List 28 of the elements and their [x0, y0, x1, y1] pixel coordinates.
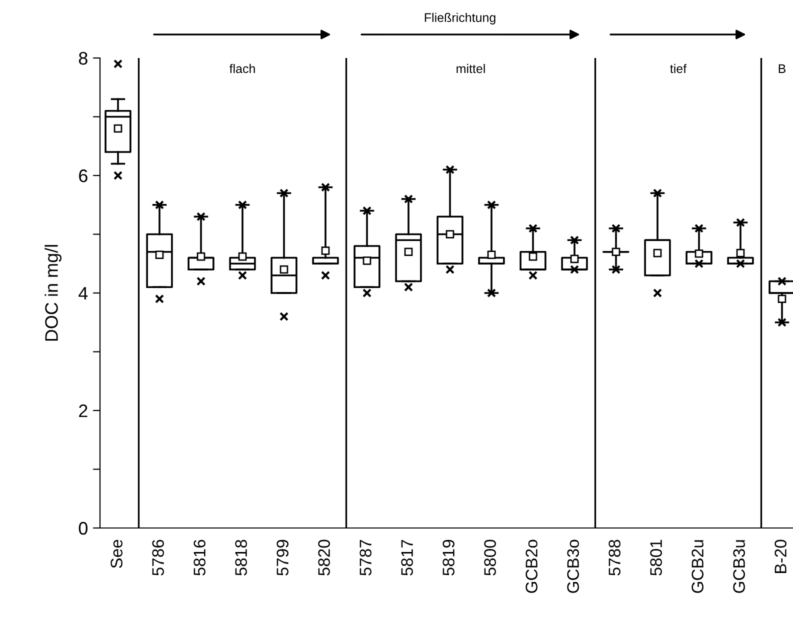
annotation: flach	[229, 64, 255, 74]
x-tick-label: GCB3u	[733, 540, 745, 593]
x-tick-label: GCB2u	[692, 540, 704, 593]
y-axis-title: DOC in mg/l	[44, 245, 62, 341]
x-tick-label: 5786	[152, 540, 164, 576]
y-tick-label: 2	[79, 404, 88, 418]
y-tick-label: 6	[79, 169, 88, 182]
x-tick-label: B-20	[774, 540, 786, 573]
x-tick-label: 5816	[194, 540, 206, 576]
annotation: tief	[670, 64, 687, 74]
x-tick-label: GCB2o	[526, 540, 538, 593]
x-tick-label: 5817	[401, 540, 413, 576]
x-tick-label: 5801	[650, 540, 662, 576]
x-tick-label: 5788	[608, 540, 620, 576]
x-tick-label: 5820	[318, 540, 330, 576]
y-tick-label: 4	[78, 287, 88, 300]
x-tick-label: 5819	[442, 540, 454, 576]
y-tick-label: 0	[78, 522, 88, 535]
x-tick-label: 5799	[276, 540, 288, 576]
y-tick-label: 8	[78, 52, 88, 65]
x-tick-label: 5800	[484, 540, 496, 576]
x-tick-label: See	[110, 540, 122, 568]
chart-title: Fließrichtung	[424, 12, 496, 24]
x-tick-label: 5787	[360, 540, 372, 576]
annotation: B	[778, 64, 786, 73]
annotation: mittel	[456, 64, 485, 74]
x-tick-label: 5818	[235, 540, 247, 576]
x-tick-label: GCB3o	[567, 540, 579, 593]
